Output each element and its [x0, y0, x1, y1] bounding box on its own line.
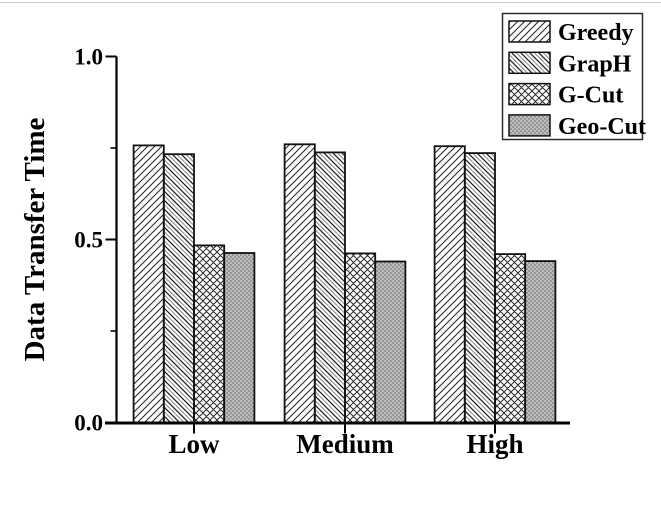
axis-labels-layer: 0.0 0.5 1.0 Low Medium High Data Transfer Time: [19, 45, 524, 460]
legend-swatch-diag-down: [508, 51, 551, 75]
bar-medium-graph: [313, 151, 346, 425]
bar-group-low: [132, 144, 256, 425]
y-axis-title: Data Transfer Time: [19, 117, 51, 361]
y-tick-label: 0.5: [74, 228, 103, 253]
bar-high-geo-cut: [524, 260, 557, 425]
y-tick-label: 0.0: [74, 411, 103, 436]
bar-group-high: [433, 145, 557, 425]
bar-low-graph: [162, 153, 195, 425]
bar-low-greedy: [132, 144, 165, 425]
bar-medium-greedy: [283, 143, 316, 425]
legend-row-greedy: Greedy: [508, 20, 634, 46]
bar-high-graph: [463, 152, 496, 425]
legend-swatch-crosshatch: [508, 82, 551, 106]
x-category-label: High: [466, 429, 523, 459]
legend-label: GrapH: [558, 51, 632, 77]
legend-row-geo-cut: Geo-Cut: [508, 114, 646, 140]
bar-medium-g-cut: [344, 252, 377, 425]
screenshot-top-edge-line: [0, 2, 661, 3]
legend-label: Geo-Cut: [558, 114, 646, 140]
x-category-label: Medium: [296, 429, 394, 459]
bar-high-greedy: [433, 145, 466, 425]
bars-layer: [132, 143, 557, 425]
legend-row-g-cut: G-Cut: [508, 82, 623, 109]
bar-low-g-cut: [193, 244, 226, 425]
bar-low-geo-cut: [223, 252, 256, 425]
legend-swatch-diag-up: [508, 20, 551, 43]
legend-label: Greedy: [558, 20, 634, 46]
axes-layer: [105, 55, 570, 434]
bar-medium-geo-cut: [374, 260, 407, 425]
legend-swatch-gray-checker: [508, 114, 551, 137]
legend-label: G-Cut: [558, 83, 623, 109]
legend-row-graph: GrapH: [508, 51, 632, 77]
bar-group-medium: [283, 143, 407, 425]
x-category-label: Low: [168, 429, 220, 459]
bar-high-g-cut: [494, 253, 527, 425]
y-tick-label: 1.0: [74, 45, 103, 70]
legend: Greedy GrapH G-Cut Geo-Cut: [501, 12, 646, 141]
